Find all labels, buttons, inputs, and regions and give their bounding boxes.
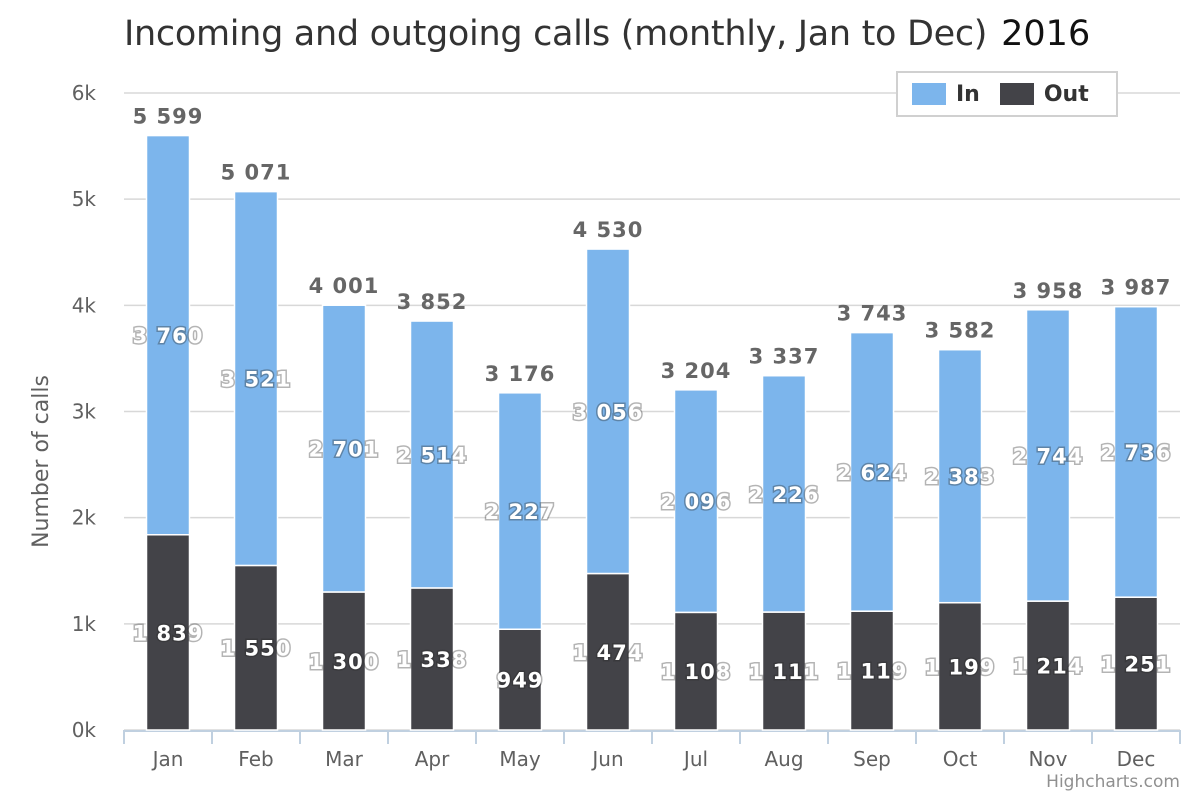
data-label-out: 1 300: [309, 650, 380, 674]
data-label-out: 1 338: [397, 648, 468, 672]
y-tick-label: 6k: [72, 81, 97, 105]
y-tick-label: 5k: [72, 187, 97, 211]
bar-out: [673, 611, 719, 731]
bar-in: [233, 190, 279, 567]
data-label-in: 2 227: [485, 500, 556, 524]
stack-total-label: 3 852: [397, 290, 468, 314]
stack-total-label: 3 987: [1101, 276, 1172, 300]
data-label-out: 1 199: [925, 655, 996, 679]
data-label-in: 2 624: [837, 461, 908, 485]
legend-item-in[interactable]: In: [912, 82, 980, 107]
legend-item-out[interactable]: Out: [999, 81, 1089, 107]
data-label-in: 3 056: [573, 400, 644, 424]
data-label-out: 1 214: [1013, 655, 1084, 679]
credits-link[interactable]: Highcharts.com: [1046, 772, 1180, 792]
bar-in: [321, 304, 367, 593]
bar-out: [233, 564, 279, 731]
data-label-in: 2 226: [749, 483, 820, 507]
bar-in: [849, 331, 895, 612]
bar-out: [849, 610, 895, 731]
bar-out: [409, 587, 455, 731]
x-tick-label: Feb: [238, 747, 273, 771]
data-label-in: 2 701: [309, 438, 380, 462]
data-label-in: 3 521: [221, 368, 292, 392]
stack-total-label: 4 001: [309, 274, 380, 298]
bar-in: [145, 134, 191, 536]
legend-swatch-out: [999, 83, 1034, 105]
chart-title: Incoming and outgoing calls (monthly, Ja…: [124, 14, 1090, 60]
bar-out: [761, 611, 807, 731]
legend-label-out: Out: [1043, 81, 1089, 107]
data-label-in: 2 096: [661, 490, 732, 514]
x-tick-label: Oct: [943, 747, 978, 771]
bar-out: [585, 572, 631, 731]
stack-total-label: 3 176: [485, 362, 556, 386]
bar-in: [585, 248, 631, 575]
y-axis-title: Number of calls: [29, 375, 54, 548]
data-label-out: 1 108: [661, 660, 732, 684]
chart-subtitle-year: 2016: [1001, 14, 1091, 54]
bar-in: [409, 320, 455, 589]
bar-in: [1025, 309, 1071, 602]
y-tick-label: 3k: [72, 400, 97, 424]
stack-total-label: 3 204: [661, 359, 732, 383]
bar-out: [145, 534, 191, 731]
stack-total-label: 5 599: [133, 105, 204, 129]
data-label-in: 2 514: [397, 443, 468, 467]
y-tick-label: 2k: [72, 506, 97, 530]
bar-out: [321, 591, 367, 731]
y-tick-label: 0k: [72, 718, 97, 742]
stack-total-label: 3 958: [1013, 279, 1084, 303]
legend-swatch-in: [912, 83, 946, 105]
x-tick-label: Mar: [325, 747, 364, 771]
legend-label-in: In: [956, 81, 980, 107]
bar-out: [497, 628, 543, 731]
data-label-in: 3 760: [133, 324, 204, 348]
data-label-in: 2 744: [1013, 444, 1084, 468]
data-label-out: 1 251: [1101, 653, 1172, 677]
data-label-out: 949: [497, 669, 544, 693]
bar-in: [937, 348, 983, 604]
bar-in: [1113, 305, 1159, 598]
x-tick-label: Jun: [590, 747, 623, 771]
stack-total-label: 3 582: [925, 319, 996, 343]
bar-in: [497, 392, 543, 630]
chart-title-text: Incoming and outgoing calls (monthly, Ja…: [124, 14, 988, 54]
y-tick-label: 1k: [72, 612, 97, 636]
stack-total-label: 3 337: [749, 345, 820, 369]
chart-legend: In Out: [896, 71, 1118, 117]
bar-in: [673, 389, 719, 614]
x-tick-label: May: [499, 747, 541, 771]
data-label-out: 1 474: [573, 641, 644, 665]
x-tick-label: Dec: [1117, 747, 1156, 771]
data-label-out: 1 839: [133, 621, 204, 645]
data-label-in: 2 383: [925, 465, 996, 489]
x-tick-label: Jul: [682, 747, 708, 771]
x-tick-label: Sep: [853, 747, 891, 771]
bar-out: [1025, 600, 1071, 731]
data-label-out: 1 119: [837, 660, 908, 684]
data-label-out: 1 111: [749, 660, 820, 684]
x-tick-label: Jan: [151, 747, 184, 771]
stack-total-label: 4 530: [573, 218, 644, 242]
x-tick-label: Nov: [1028, 747, 1067, 771]
bar-in: [761, 374, 807, 613]
bar-out: [1113, 596, 1159, 731]
stack-total-label: 3 743: [837, 302, 908, 326]
x-tick-label: Aug: [764, 747, 803, 771]
y-tick-label: 4k: [72, 293, 97, 317]
data-label-in: 2 736: [1101, 441, 1172, 465]
x-tick-label: Apr: [415, 747, 450, 771]
stack-total-label: 5 071: [221, 161, 292, 185]
data-label-out: 1 550: [221, 637, 292, 661]
